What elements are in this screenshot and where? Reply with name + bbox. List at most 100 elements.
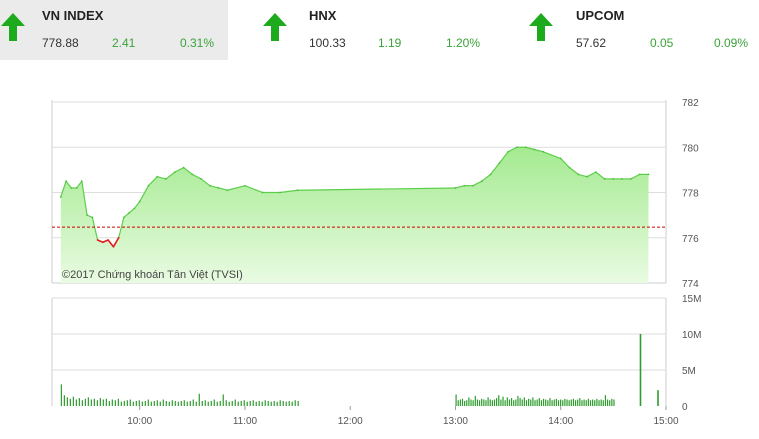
volume-bar	[255, 401, 257, 406]
volume-bar	[201, 400, 203, 406]
price-line-segment	[118, 217, 125, 238]
volume-bar	[525, 400, 528, 406]
volume-bar	[189, 400, 191, 406]
price-point	[112, 245, 115, 248]
time-tick-label: 11:00	[233, 416, 258, 427]
volume-bar	[213, 399, 215, 406]
price-point	[603, 178, 606, 180]
volume-bar	[523, 397, 525, 406]
volume-bar	[180, 400, 182, 406]
price-point	[533, 148, 536, 151]
volume-bar	[474, 395, 476, 406]
volume-bar	[553, 399, 555, 406]
price-line-segment	[183, 167, 193, 175]
volume-bar	[657, 390, 659, 406]
index-tabs: VN INDEX 778.88 2.41 0.31% HNX 100.33 1.…	[0, 0, 759, 60]
volume-bar	[66, 397, 68, 406]
volume-bar	[156, 400, 158, 406]
index-change: 0.05	[650, 36, 674, 50]
price-point	[165, 178, 167, 180]
price-line-segment	[139, 185, 150, 202]
price-point	[147, 184, 150, 187]
price-point	[138, 200, 141, 203]
index-change: 1.19	[378, 36, 402, 50]
price-line-segment	[218, 187, 228, 191]
volume-bar	[93, 398, 95, 406]
price-line-segment	[586, 171, 597, 178]
volume-bar	[99, 398, 101, 406]
volume-bar	[574, 400, 577, 406]
price-point	[128, 211, 131, 214]
price-point	[91, 216, 94, 219]
volume-bar	[165, 400, 167, 406]
volume-bar	[219, 400, 221, 406]
tab-upcom[interactable]: UPCOM 57.62 0.05 0.09%	[528, 0, 759, 60]
price-point	[65, 180, 67, 183]
volume-bar	[600, 399, 602, 406]
index-value: 778.88	[42, 36, 79, 50]
volume-bar	[297, 400, 299, 406]
index-percent: 0.31%	[180, 36, 215, 50]
volume-bar	[566, 399, 568, 406]
volume-bar	[96, 400, 98, 406]
volume-bar	[123, 400, 125, 406]
volume-bar	[594, 400, 596, 406]
volume-bar	[285, 401, 287, 406]
time-tick-label: 15:00	[653, 416, 678, 427]
price-point	[156, 175, 159, 178]
up-arrow-icon	[529, 13, 553, 41]
price-point	[86, 214, 88, 217]
price-point	[75, 187, 78, 189]
volume-bar	[228, 401, 230, 406]
volume-bar	[198, 393, 200, 406]
tab-vn-index[interactable]: VN INDEX 778.88 2.41 0.31%	[0, 0, 228, 60]
volume-bar	[470, 399, 472, 406]
volume-bar	[171, 400, 173, 406]
price-line-segment	[297, 187, 456, 191]
price-point	[182, 166, 185, 169]
volume-bar	[547, 400, 549, 406]
volume-bar	[207, 401, 209, 406]
price-point	[638, 173, 641, 176]
volume-bar	[519, 398, 521, 406]
price-line-segment	[279, 189, 298, 194]
volume-bar	[604, 395, 607, 406]
volume-bar	[153, 400, 155, 406]
volume-bar	[472, 400, 474, 406]
volume-bar	[540, 400, 543, 406]
price-line-segment	[534, 148, 544, 153]
volume-bar	[555, 398, 557, 406]
price-line-segment	[60, 180, 67, 198]
volume-bar	[455, 394, 457, 406]
volume-bar	[264, 400, 266, 406]
volume-bar	[216, 401, 218, 406]
volume-bar	[225, 400, 227, 406]
volume-tick-label: 5M	[682, 366, 696, 377]
volume-bar	[521, 399, 523, 406]
volume-bar	[270, 401, 272, 406]
price-line-segment	[81, 181, 88, 216]
price-point	[244, 184, 246, 187]
price-point	[296, 189, 299, 192]
volume-bar	[483, 399, 485, 406]
price-line-segment	[472, 180, 483, 187]
price-point	[117, 236, 120, 239]
volume-bar	[579, 398, 581, 406]
price-tick-label: 780	[682, 143, 699, 154]
price-line-segment	[498, 151, 509, 164]
volume-bar	[502, 396, 504, 406]
price-line-segment	[578, 173, 588, 178]
price-line-segment	[227, 185, 246, 191]
tab-hnx[interactable]: HNX 100.33 1.19 1.20%	[262, 0, 492, 60]
volume-bar	[108, 400, 110, 406]
volume-tick-label: 15M	[682, 294, 701, 305]
volume-bar	[534, 400, 536, 406]
price-line-segment	[123, 212, 130, 218]
volume-bar	[498, 395, 500, 406]
volume-bar	[258, 400, 260, 406]
volume-bar	[545, 399, 547, 406]
time-tick-label: 10:00	[127, 416, 152, 427]
volume-bar	[252, 400, 254, 406]
volume-bar	[174, 400, 176, 406]
volume-bar	[476, 399, 479, 406]
